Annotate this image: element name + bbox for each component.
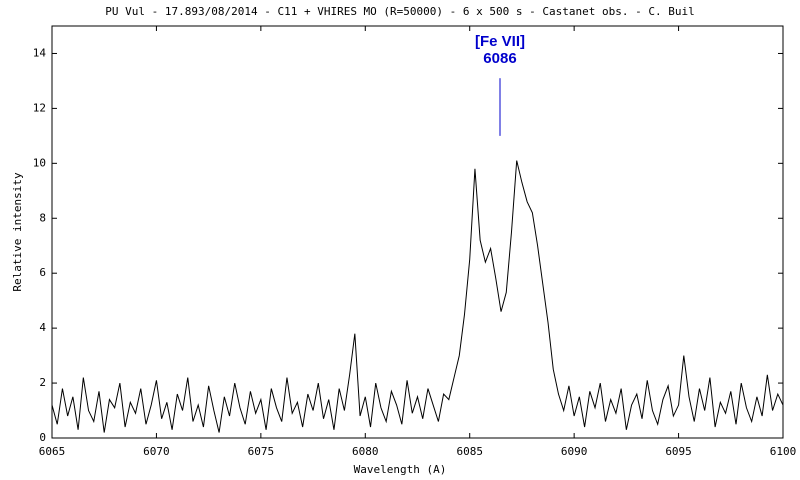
plot-frame — [51, 25, 784, 439]
x-tick-label: 6080 — [352, 445, 379, 458]
y-tick-label: 4 — [39, 321, 46, 334]
spectrum-line — [51, 160, 784, 433]
x-axis-label: Wavelength (A) — [354, 463, 447, 476]
y-tick-label: 6 — [39, 266, 46, 279]
y-tick-label: 10 — [33, 156, 46, 169]
x-tick-label: 6090 — [561, 445, 588, 458]
chart-title: PU Vul - 17.893/08/2014 - C11 + VHIRES M… — [105, 5, 694, 18]
x-tick-label: 6070 — [143, 445, 170, 458]
y-tick-label: 14 — [33, 46, 47, 59]
x-tick-label: 6085 — [456, 445, 483, 458]
y-tick-label: 2 — [39, 376, 46, 389]
annotation-label: [Fe VII] — [475, 33, 525, 50]
x-tick-label: 6075 — [248, 445, 275, 458]
y-tick-label: 0 — [39, 431, 46, 444]
annotation-label: 6086 — [483, 50, 516, 67]
x-tick-label: 6095 — [665, 445, 692, 458]
y-axis-label: Relative intensity — [11, 172, 24, 292]
x-tick-label: 6065 — [39, 445, 66, 458]
x-tick-label: 6100 — [770, 445, 797, 458]
y-tick-label: 12 — [33, 101, 46, 114]
y-tick-label: 8 — [39, 211, 46, 224]
